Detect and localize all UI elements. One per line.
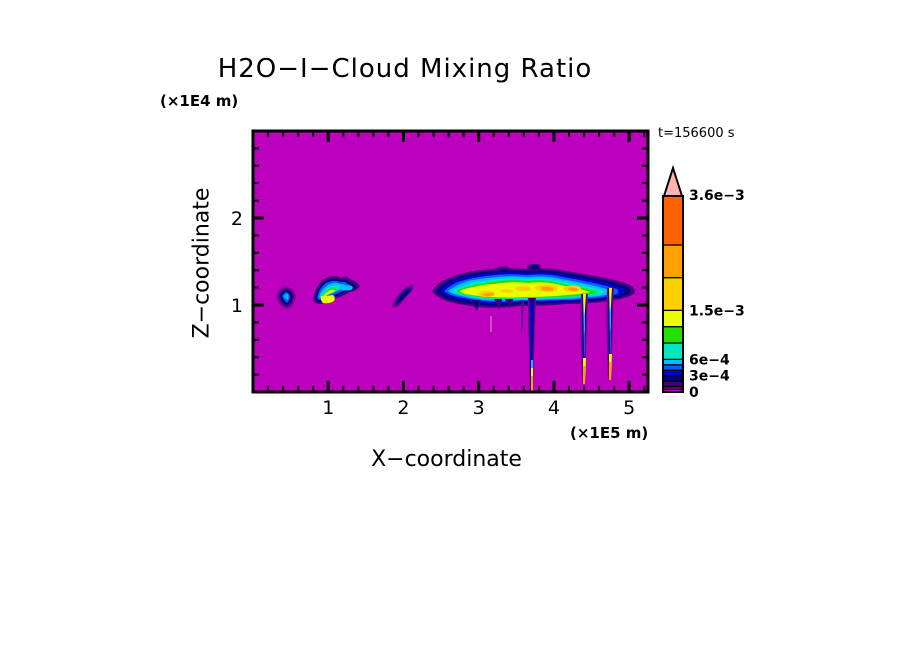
x-tick-label: 4 [548,397,560,419]
colorbar-arrow-icon [664,168,682,196]
colorbar-band [662,195,684,246]
contour-field [253,131,648,392]
colorbar-band [662,342,684,360]
colorbar-band [662,364,684,371]
feature-faint-wisp [490,316,492,332]
feature-precipitation-streak-1 [521,298,536,392]
plot-frame [251,129,650,394]
colorbar-frame [662,195,684,393]
axis-ticks [252,131,648,393]
feature-cloud-wisp-third [392,284,414,308]
colorbar-band [662,326,684,344]
colorbar-label: 1.5e−3 [689,303,745,319]
colorbar-label: 0 [689,385,699,401]
colorbar-label: 3e−4 [689,369,730,385]
feature-small-cloud-blob-left [276,286,296,309]
colorbar-band [662,380,684,388]
y-axis-unit-label: (×1E4 m) [160,92,239,110]
colorbar-label: 6e−4 [689,352,730,368]
colorbar-band [662,277,684,311]
feature-precipitation-streak-3 [606,288,614,380]
field-background [253,131,648,392]
feature-cloud-blob-second [313,276,360,304]
x-tick-label: 2 [397,397,409,419]
y-tick-labels: 12 [231,208,243,317]
y-tick-label: 1 [231,295,243,317]
x-axis-unit-label: (×1E5 m) [570,424,649,442]
feature-precipitation-streak-2 [580,294,588,384]
x-axis-title-text: X−coordinate [371,447,522,472]
colorbar-tick-labels: 3.6e−3 1.5e−3 6e−43e−40 [689,188,745,401]
x-tick-labels: 1 2 3 4 5 [322,397,635,419]
colorbar-band [662,244,684,279]
x-tick-label: 5 [623,397,635,419]
colorbar-arrow-outline [663,164,683,197]
x-tick-label: 3 [473,397,485,419]
colorbar: 3.6e−3 1.5e−3 6e−43e−40 [662,164,745,401]
y-tick-label: 2 [231,208,243,230]
x-axis-title: X−coordinate [0,447,904,472]
x-tick-label: 1 [322,397,334,419]
colorbar-band [662,309,684,328]
colorbar-bands [662,195,684,393]
colorbar-band [662,375,684,382]
colorbar-band [662,369,684,377]
chart-title: H2O−I−Cloud Mixing Ratio [0,54,904,84]
colorbar-band [662,358,684,366]
colorbar-label: 3.6e−3 [689,188,745,204]
chart-title-text: H2O−I−Cloud Mixing Ratio [217,54,593,84]
timestamp-label: t=156600 s [658,126,735,141]
